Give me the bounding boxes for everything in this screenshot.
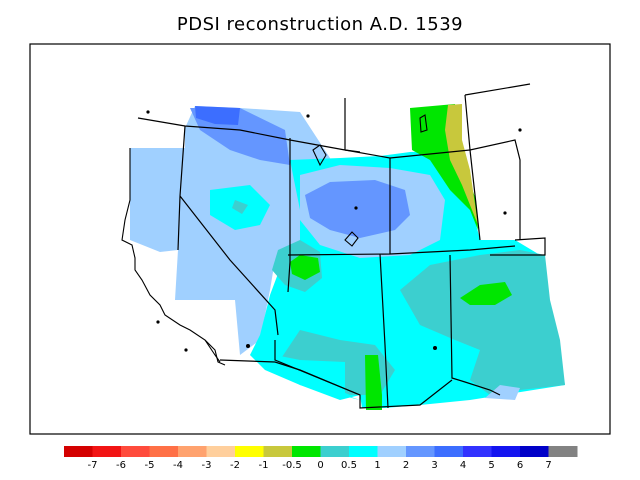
lake-dot xyxy=(184,348,188,352)
zone-cyan-arizona-strip xyxy=(250,355,360,400)
colorbar-swatch xyxy=(206,446,236,457)
lake-dot xyxy=(503,211,507,215)
colorbar-swatch xyxy=(548,446,578,457)
lake-dot xyxy=(146,110,150,114)
colorbar-label: 4 xyxy=(460,460,466,471)
lake-dot xyxy=(433,346,437,350)
colorbar-swatch xyxy=(377,446,407,457)
state-boundaries xyxy=(137,83,546,409)
boundary-newmexico-texas xyxy=(449,254,501,396)
lake-dot xyxy=(156,320,160,324)
colorbar-swatch xyxy=(292,446,321,457)
colorbar-label: 2 xyxy=(403,460,409,471)
zone-blue-utah-wyoming xyxy=(305,180,410,238)
colorbar-swatch xyxy=(349,446,378,457)
colorbar-swatch xyxy=(92,446,122,457)
colorbar-swatch xyxy=(463,446,492,457)
boundary-montana-northeast xyxy=(389,149,471,159)
zone-light-blue-northwest xyxy=(130,106,330,355)
colorbar-swatch xyxy=(320,446,350,457)
colorbar-swatch xyxy=(491,446,521,457)
colorbar-label: 6 xyxy=(517,460,523,471)
colorbar-swatch xyxy=(235,446,264,457)
baja-coast xyxy=(204,339,226,366)
lake-dot xyxy=(518,128,522,132)
lake-dot xyxy=(306,114,310,118)
colorbar-swatch xyxy=(149,446,179,457)
boundary-colorado-kansas xyxy=(469,149,481,241)
colorbar-swatch xyxy=(263,446,293,457)
colorbar-label: 7 xyxy=(545,460,551,471)
lake-dot xyxy=(246,344,250,348)
lake-detail-2 xyxy=(419,114,428,133)
zone-green-arizona-south xyxy=(365,355,382,410)
colorbar-label: 5 xyxy=(488,460,494,471)
small-lakes xyxy=(146,110,522,352)
colorbar-label: -7 xyxy=(88,460,98,471)
zone-blue-top-strip xyxy=(195,106,240,125)
zone-olive-northeast xyxy=(445,104,478,225)
colorbar-swatch xyxy=(64,446,93,457)
colorbar-swatch xyxy=(121,446,150,457)
map-title: PDSI reconstruction A.D. 1539 xyxy=(176,14,464,35)
colorbar-label: 0.5 xyxy=(341,460,357,471)
boundary-montana-dakota xyxy=(464,94,521,240)
pdsi-field xyxy=(130,104,565,410)
boundary-utah-colorado xyxy=(287,245,516,256)
colorbar-swatch xyxy=(520,446,549,457)
colorbar-label: -4 xyxy=(173,460,183,471)
colorbar-label: -1 xyxy=(259,460,269,471)
boundary-arizona-newmexico xyxy=(379,253,389,409)
zone-teal-southeast xyxy=(400,250,565,395)
boundary-nevada-utah xyxy=(287,138,291,293)
colorbar-label: -2 xyxy=(230,460,240,471)
colorbar-label: 3 xyxy=(431,460,437,471)
boundary-texas-panhandle xyxy=(490,237,546,256)
lake-dot xyxy=(354,206,358,210)
colorbar: -7 -6 -5 -4 -3 -2 -1 -0.5 0 0.5 1 2 3 4 5 6 7 xyxy=(64,446,578,471)
zone-teal-west-dot xyxy=(232,200,248,214)
colorbar-label: -6 xyxy=(116,460,126,471)
pacific-coast xyxy=(121,148,221,363)
colorbar-swatch xyxy=(178,446,207,457)
colorbar-swatch xyxy=(406,446,435,457)
boundary-southwest xyxy=(274,340,453,409)
colorbar-label: -3 xyxy=(202,460,212,471)
colorbar-label: 1 xyxy=(374,460,380,471)
zone-green-northeast xyxy=(410,104,478,230)
great-salt-lake xyxy=(344,231,359,247)
colorbar-label: 0 xyxy=(317,460,323,471)
boundary-dakota-top xyxy=(464,83,531,96)
boundary-california-nevada xyxy=(179,195,279,336)
colorbar-swatch xyxy=(434,446,464,457)
boundary-southern-border xyxy=(219,359,361,396)
colorbar-label: -0.5 xyxy=(282,460,302,471)
zone-light-blue-southeast xyxy=(485,385,520,400)
zone-green-central xyxy=(290,255,320,280)
lake-detail-1 xyxy=(312,144,327,167)
coastline xyxy=(121,114,428,366)
zone-green-newmexico xyxy=(460,282,512,305)
colorbar-label: -5 xyxy=(145,460,155,471)
